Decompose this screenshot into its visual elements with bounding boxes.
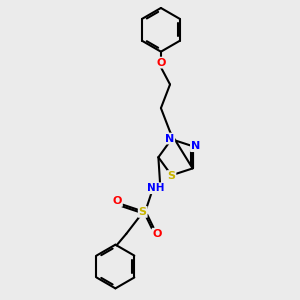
Text: NH: NH: [147, 183, 164, 193]
Text: O: O: [156, 58, 166, 68]
Text: N: N: [191, 141, 200, 151]
Text: O: O: [112, 196, 122, 206]
Text: N: N: [165, 134, 174, 143]
Text: S: S: [139, 207, 147, 217]
Text: S: S: [167, 171, 175, 181]
Text: O: O: [153, 229, 162, 239]
